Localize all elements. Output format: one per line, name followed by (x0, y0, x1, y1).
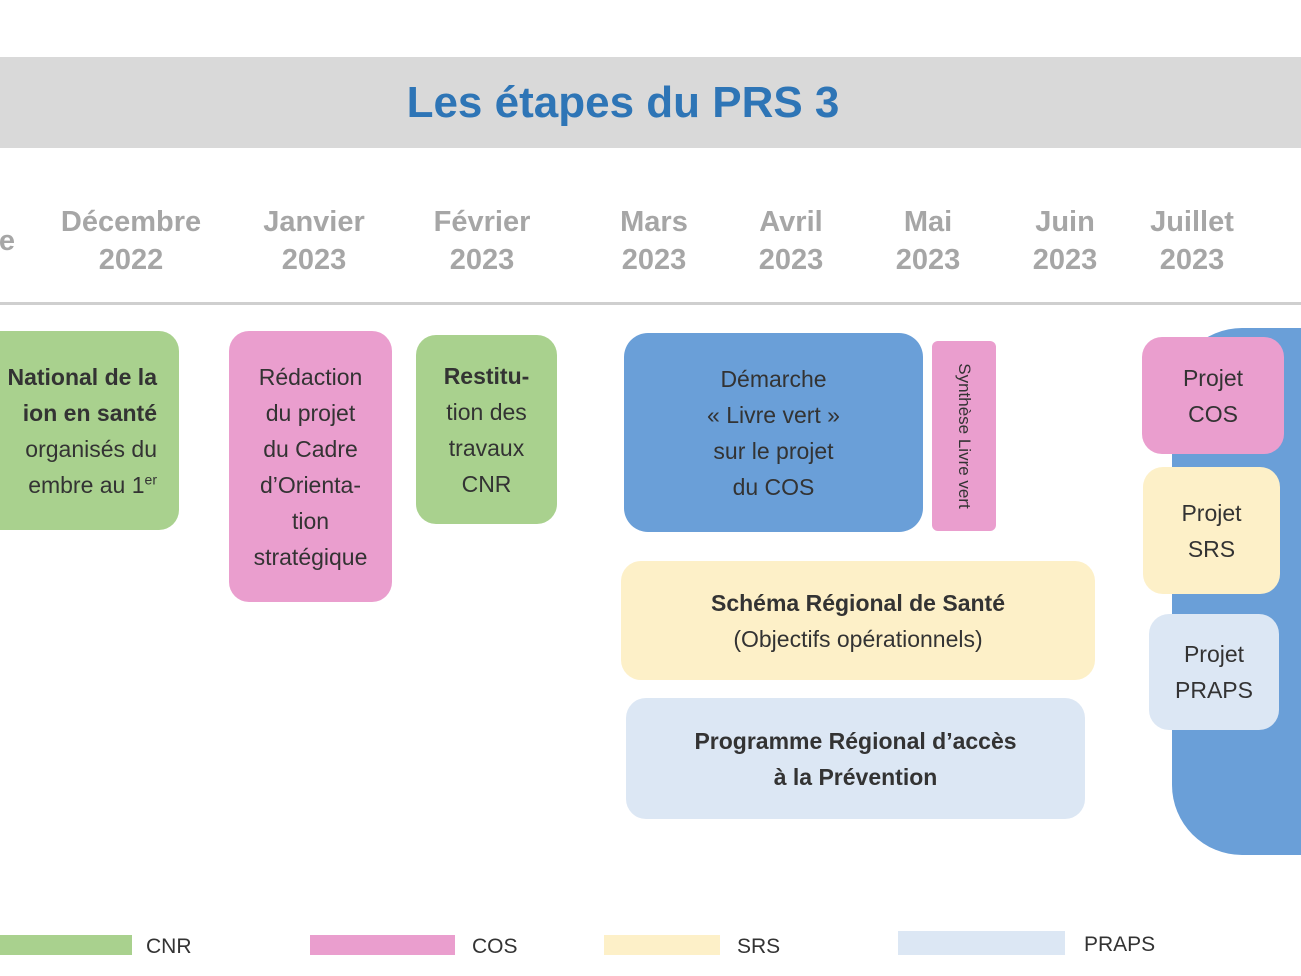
box-line: (Objectifs opérationnels) (733, 625, 983, 652)
legend-swatch-praps (898, 931, 1065, 955)
box-line: Projet (1182, 364, 1244, 391)
box-line: « Livre vert » (707, 401, 840, 428)
month-year: 2023 (758, 244, 824, 276)
month-year: 2023 (449, 244, 515, 276)
restitution-box: Restitu- tion des travaux CNR (416, 335, 557, 524)
month-name: e (0, 225, 16, 257)
month-year: 2023 (895, 244, 961, 276)
month-header-fevrier: Février 2023 (397, 198, 567, 284)
box-line: à la Prévention (773, 763, 938, 790)
title-banner (0, 57, 1301, 148)
month-header-janvier: Janvier 2023 (229, 198, 399, 284)
month-name: Juin (1035, 206, 1095, 238)
month-header-mars: Mars 2023 (569, 198, 739, 284)
header-divider (0, 302, 1301, 305)
box-line: du COS (732, 473, 815, 500)
livre-vert-box: Démarche « Livre vert » sur le projet du… (624, 333, 923, 532)
box-line: Programme Régional d’accès (694, 727, 1017, 754)
box-line: du Cadre (263, 435, 358, 462)
redaction-box: Rédaction du projet du Cadre d’Orienta- … (229, 331, 392, 602)
box-line: tion des (446, 398, 527, 425)
praps-programme-box: Programme Régional d’accès à la Préventi… (626, 698, 1085, 819)
box-line: PRAPS (1175, 677, 1253, 703)
month-name: Avril (759, 206, 823, 238)
month-name: Mars (620, 206, 688, 238)
box-line: Démarche (720, 365, 827, 392)
month-year: 2022 (98, 244, 164, 276)
box-line: National de la (7, 363, 157, 390)
month-year: 2023 (621, 244, 687, 276)
month-name: Janvier (263, 206, 365, 238)
month-header-decembre: Décembre 2022 (46, 198, 216, 284)
legend-label-praps: PRAPS (1084, 933, 1156, 956)
legend-label-cos: COS (472, 935, 518, 958)
month-year: 2023 (1159, 244, 1225, 276)
month-name: Décembre (60, 206, 202, 238)
superscript: er (144, 470, 157, 487)
srs-schema-box: Schéma Régional de Santé (Objectifs opér… (621, 561, 1095, 680)
box-line: d’Orienta- (260, 471, 361, 498)
month-header-avril: Avril 2023 (706, 198, 876, 284)
box-line: CNR (461, 470, 512, 497)
projet-cos-box: Projet COS (1142, 337, 1284, 454)
month-header-partial: e (0, 198, 92, 284)
box-line: Rédaction (258, 363, 363, 390)
legend-swatch-cnr (0, 935, 132, 955)
synthese-label: Synthèse Livre vert (955, 363, 975, 509)
box-line-text: embre au 1 (28, 471, 145, 498)
box-line: Schéma Régional de Santé (711, 589, 1005, 616)
box-line: COS (1188, 400, 1238, 427)
box-line: Restitu- (443, 362, 530, 389)
synthese-livre-vert-box: Synthèse Livre vert (932, 341, 996, 531)
projet-srs-box: Projet SRS (1143, 467, 1280, 594)
month-year: 2023 (1032, 244, 1098, 276)
legend-label-srs: SRS (737, 935, 781, 958)
box-line: tion (291, 507, 330, 534)
legend-swatch-srs (604, 935, 720, 955)
box-line: organisés du (25, 435, 157, 462)
month-year: 2023 (281, 244, 347, 276)
box-line: stratégique (253, 543, 368, 570)
month-header-mai: Mai 2023 (843, 198, 1013, 284)
projet-praps-box: Projet PRAPS (1149, 614, 1279, 730)
cnr-national-box: National de la ion en santé organisés du… (0, 331, 179, 530)
legend-label-cnr: CNR (146, 935, 192, 958)
box-line: Projet (1181, 499, 1242, 526)
legend-swatch-cos (310, 935, 455, 955)
box-line: embre au 1er (7, 467, 157, 503)
month-name: Juillet (1150, 206, 1234, 238)
month-header-juin: Juin 2023 (980, 198, 1150, 284)
box-line: travaux (448, 434, 525, 461)
month-header-juillet: Juillet 2023 (1107, 198, 1277, 284)
box-line: Projet (1183, 641, 1245, 667)
box-line: du projet (265, 399, 356, 426)
box-line: ion en santé (22, 399, 157, 426)
month-name: Février (433, 206, 531, 238)
box-line: SRS (1187, 535, 1236, 562)
box-line: sur le projet (713, 437, 834, 464)
month-name: Mai (903, 206, 953, 238)
page-title: Les étapes du PRS 3 (406, 77, 840, 127)
